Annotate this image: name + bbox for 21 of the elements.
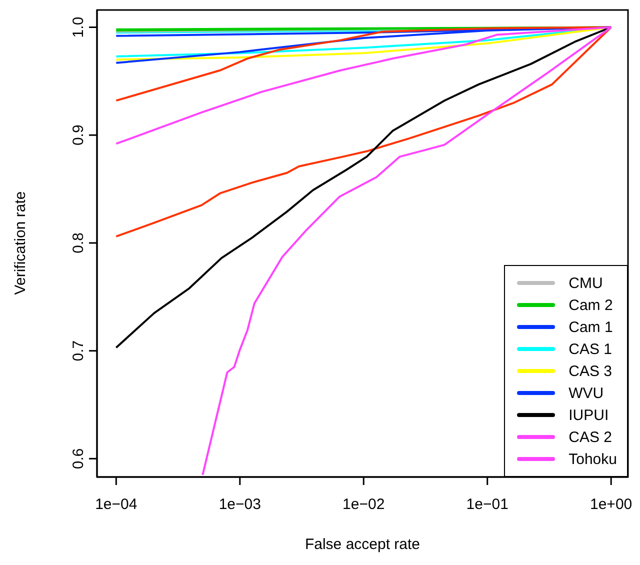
legend-label: Cam 2 [568, 296, 613, 314]
x-axis-title: False accept rate [304, 536, 420, 553]
x-tick-label: 1e−03 [218, 496, 261, 513]
legend-label: Cam 1 [568, 318, 613, 336]
legend-label: CAS 2 [568, 428, 612, 446]
legend-label: WVU [568, 384, 604, 402]
y-tick-label: 0.6 [70, 448, 87, 470]
legend-label: CMU [568, 274, 603, 292]
legend-label: Tohoku [568, 450, 617, 468]
y-tick-label: 0.9 [70, 124, 87, 146]
legend-label: CAS 1 [568, 340, 612, 358]
y-tick-label: 0.7 [70, 340, 87, 362]
y-tick-label: 0.8 [70, 232, 87, 254]
y-tick-label: 1.0 [70, 16, 87, 38]
x-tick-label: 1e−01 [466, 496, 508, 513]
legend-label: CAS 3 [568, 362, 612, 380]
x-tick-label: 1e−04 [95, 496, 138, 513]
x-tick-label: 1e−02 [342, 496, 385, 513]
legend-label: IUPUI [568, 406, 609, 424]
x-tick-label: 1e+00 [590, 496, 632, 513]
y-axis-title: Verification rate [12, 191, 29, 295]
